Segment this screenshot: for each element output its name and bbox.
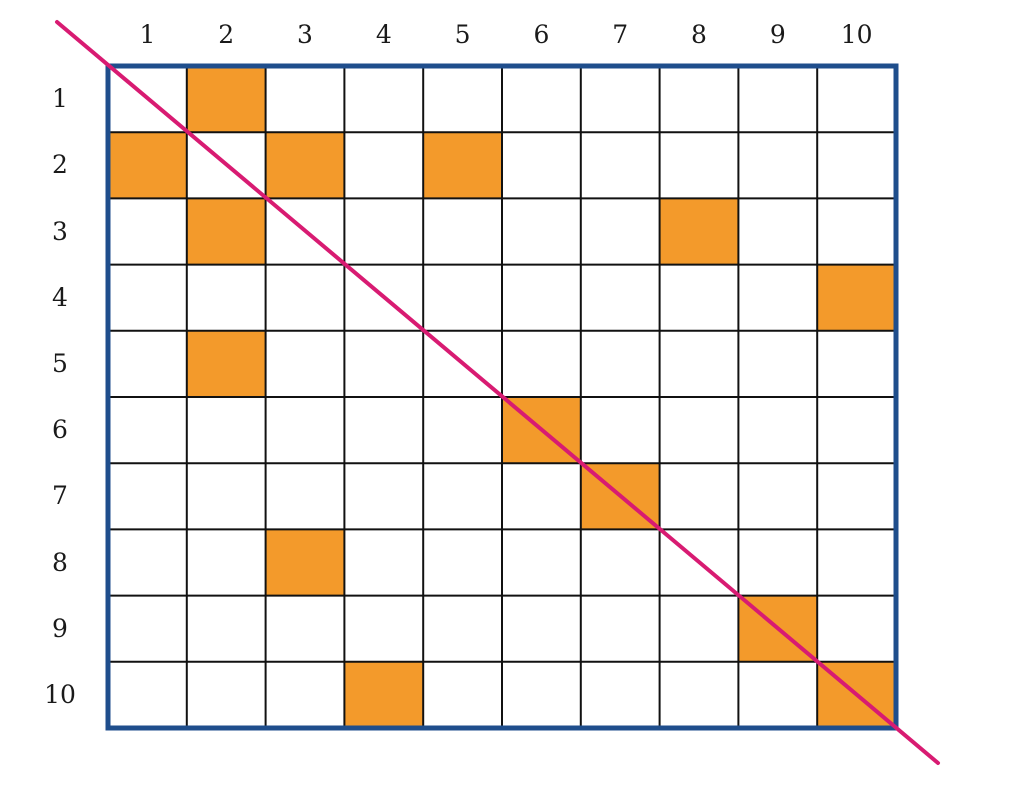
row-label-6: 6 <box>52 415 68 445</box>
row-label-5: 5 <box>52 348 68 378</box>
filled-cell-r2-c3 <box>265 132 345 199</box>
row-label-1: 1 <box>52 84 68 114</box>
row-label-3: 3 <box>52 216 68 246</box>
column-label-6: 6 <box>533 20 550 49</box>
filled-cell-r1-c2 <box>186 66 266 133</box>
column-label-3: 3 <box>297 20 313 49</box>
column-label-9: 9 <box>769 20 786 49</box>
diagonal-line <box>55 20 940 765</box>
row-label-4: 4 <box>52 282 68 312</box>
column-label-8: 8 <box>691 20 707 49</box>
filled-cell-r2-c5 <box>423 132 502 199</box>
row-label-7: 7 <box>52 481 68 511</box>
filled-cell-r8-c3 <box>265 529 345 596</box>
column-label-4: 4 <box>375 20 392 49</box>
column-label-7: 7 <box>612 20 629 49</box>
grid-border <box>105 63 899 731</box>
column-label-1: 1 <box>139 20 156 49</box>
column-label-5: 5 <box>454 20 471 49</box>
row-label-10: 10 <box>44 679 76 709</box>
column-label-2: 2 <box>218 20 235 49</box>
filled-cell-r4-c10 <box>817 264 896 331</box>
row-label-8: 8 <box>52 547 68 577</box>
filled-cell-r3-c8 <box>659 198 739 265</box>
filled-cell-r10-c4 <box>344 661 424 728</box>
column-label-10: 10 <box>840 20 873 49</box>
filled-cell-r5-c2 <box>186 330 266 397</box>
row-label-2: 2 <box>52 150 68 180</box>
filled-cell-r2-c1 <box>108 132 187 199</box>
row-label-9: 9 <box>52 613 68 643</box>
filled-cell-r3-c2 <box>186 198 266 265</box>
